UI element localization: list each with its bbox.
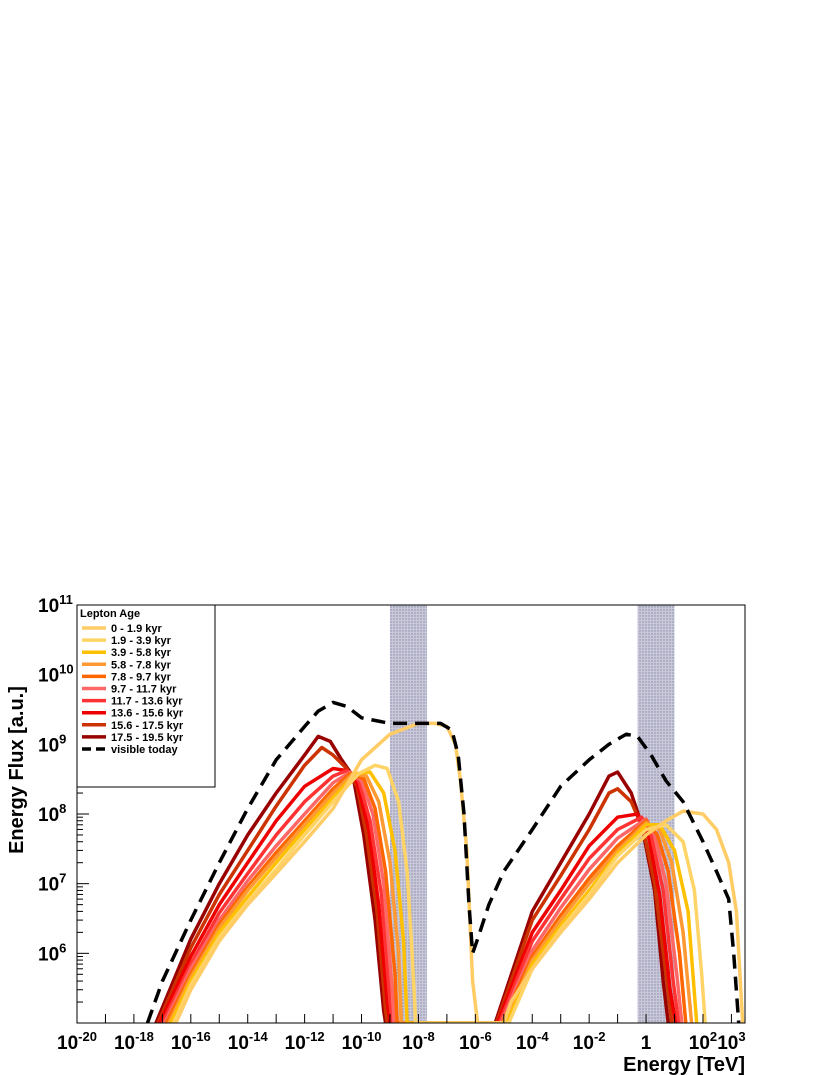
x-tick-label: 103 [717, 1029, 745, 1054]
y-tick-label: 107 [38, 871, 66, 896]
y-tick-label: 106 [38, 940, 66, 965]
legend-label: 5.8 - 7.8 kyr [111, 659, 172, 671]
legend-label: 13.6 - 15.6 kyr [111, 708, 184, 720]
series-lines [145, 700, 745, 1023]
series-line-11 [145, 700, 741, 1023]
series-line-3 [169, 770, 699, 1023]
legend-label: 17.5 - 19.5 kyr [111, 732, 184, 744]
energy-band-1 [389, 605, 428, 1023]
legend-label: 0 - 1.9 kyr [111, 623, 162, 635]
legend-box [76, 604, 216, 788]
legend-label: 7.8 - 9.7 kyr [111, 671, 172, 683]
series-line-2 [171, 763, 707, 1023]
y-tick-labels: 106 107 108 109 1010 1011 [38, 592, 74, 965]
series-line-1 [174, 721, 745, 1023]
x-axis-title: Energy [TeV] [623, 1054, 745, 1075]
legend-label: 3.9 - 5.8 kyr [111, 647, 172, 659]
series-line-10 [154, 734, 670, 1023]
y-tick-label: 108 [38, 801, 66, 826]
legend-label: visible today [111, 744, 179, 756]
energy-band-2 [637, 605, 675, 1023]
x-tick-label: 10-12 [285, 1029, 325, 1054]
x-tick-label: 10-20 [57, 1029, 97, 1054]
x-tick-labels: 10-20 10-18 10-16 10-14 10-12 10-10 10-8 10-6 10… [57, 1029, 746, 1054]
y-axis-title: Energy Flux [a.u.] [6, 686, 28, 854]
legend-label: 1.9 - 3.9 kyr [111, 635, 172, 647]
y-tick-label: 109 [38, 731, 66, 756]
legend-label: 11.7 - 13.6 kyr [111, 696, 183, 708]
x-tick-label: 1 [641, 1033, 652, 1054]
legend-label: 15.6 - 17.5 kyr [111, 720, 184, 732]
series-line-9 [156, 745, 674, 1023]
x-tick-label: 10-18 [114, 1029, 154, 1054]
x-tick-label: 10-14 [228, 1029, 269, 1054]
x-tick-label: 10-2 [573, 1029, 606, 1054]
x-tick-label: 10-6 [459, 1029, 492, 1054]
x-tick-label: 10-16 [171, 1029, 211, 1054]
y-tick-label: 1010 [38, 662, 74, 687]
legend-title: Lepton Age [80, 608, 140, 620]
energy-bands [389, 605, 675, 1023]
x-tick-label: 10-10 [342, 1029, 382, 1054]
legend-label: 9.7 - 11.7 kyr [111, 684, 177, 696]
x-tick-label: 10-4 [516, 1029, 549, 1054]
x-tick-label: 10-8 [402, 1029, 435, 1054]
x-tick-label: 102 [689, 1029, 717, 1054]
y-tick-label: 1011 [38, 592, 73, 617]
